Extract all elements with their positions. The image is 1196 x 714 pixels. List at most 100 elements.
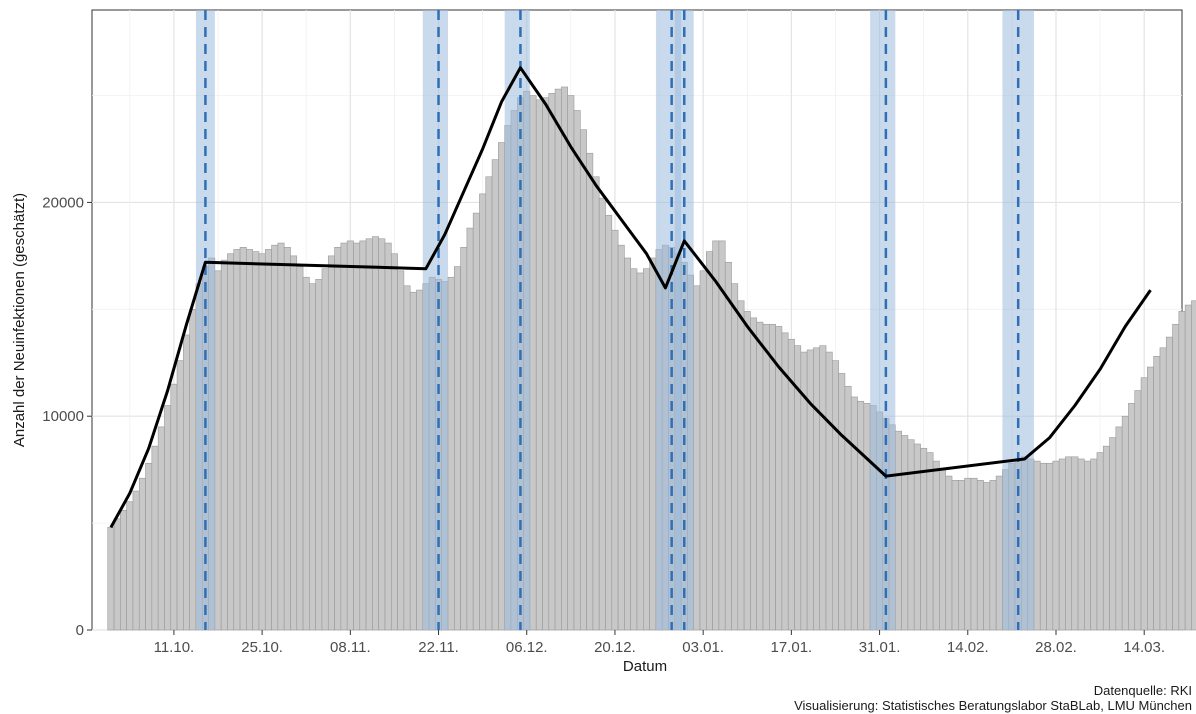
bar (592, 176, 600, 631)
bar (630, 268, 638, 631)
y-tick-label: 20000 (42, 194, 84, 211)
bar (472, 212, 480, 631)
bar (693, 285, 701, 631)
bar (1084, 460, 1091, 631)
bar (220, 259, 228, 631)
bar (390, 253, 398, 631)
bar (939, 469, 947, 631)
bar (290, 255, 298, 631)
bar (769, 323, 776, 631)
breakpoint-band (870, 10, 896, 630)
bar (384, 242, 392, 631)
bar (542, 97, 550, 631)
bar (460, 247, 468, 631)
bar (302, 276, 310, 631)
bar (189, 309, 197, 631)
bar (1102, 445, 1110, 631)
bar (762, 323, 770, 631)
bar (277, 242, 285, 631)
bar (983, 482, 991, 631)
bar (567, 95, 575, 631)
bar (296, 266, 304, 631)
bar (1159, 347, 1167, 631)
bar (775, 326, 783, 631)
bar (926, 452, 934, 631)
bar (252, 251, 260, 631)
x-tick-label: 25.10. (241, 639, 283, 656)
bar (1121, 415, 1129, 631)
bar (340, 242, 348, 631)
bar (932, 460, 940, 631)
bar (1153, 356, 1161, 631)
bar (951, 480, 959, 631)
x-tick-label: 08.11. (330, 639, 371, 656)
x-tick-label: 11.10. (154, 639, 195, 656)
bar (863, 403, 871, 631)
bar (1096, 452, 1104, 631)
x-tick-label: 28.02. (1035, 639, 1077, 656)
x-tick-label: 06.12. (506, 639, 548, 656)
bar (233, 249, 241, 631)
bar (397, 270, 405, 631)
bar (844, 385, 852, 631)
bar (346, 240, 354, 631)
bar (403, 285, 411, 631)
bar (1184, 304, 1192, 631)
breakpoint-lines (204, 10, 1020, 630)
bar (1090, 458, 1098, 631)
bar (1134, 390, 1142, 631)
bar (895, 430, 902, 631)
bar (372, 236, 379, 631)
bar (327, 255, 335, 631)
bar (1165, 336, 1173, 631)
bar (850, 396, 858, 631)
bar (227, 253, 235, 631)
bar (901, 435, 909, 631)
bar (214, 270, 222, 631)
bar (1065, 456, 1073, 631)
breakpoint-band (504, 10, 530, 630)
bar (120, 509, 127, 631)
bar (743, 311, 751, 631)
bar (1191, 300, 1196, 631)
bar (447, 276, 455, 631)
bar (151, 445, 159, 631)
bar (359, 240, 367, 631)
bar (1109, 437, 1117, 631)
bar (548, 93, 556, 631)
x-tick-label: 17.01. (771, 639, 813, 656)
bar (1128, 403, 1136, 631)
bar (756, 321, 764, 631)
bar (1039, 462, 1047, 631)
x-axis-title: Datum (623, 658, 667, 675)
bar (1147, 366, 1154, 631)
bar (491, 159, 499, 631)
bar (643, 268, 650, 631)
bar (529, 95, 537, 631)
y-tick-label: 0 (76, 622, 84, 639)
bar (485, 176, 493, 631)
bar (466, 227, 474, 631)
bar (907, 439, 915, 631)
bar (750, 317, 758, 631)
bar (138, 477, 146, 631)
x-tick-label: 14.03. (1123, 639, 1165, 656)
bar (964, 477, 972, 631)
bar (334, 247, 342, 631)
bar (813, 347, 821, 631)
bar (976, 480, 984, 631)
bar (315, 279, 323, 631)
bar (712, 240, 720, 631)
bar (605, 214, 613, 631)
bar (970, 477, 978, 631)
bar (1172, 323, 1180, 631)
bar (825, 351, 833, 631)
bar (309, 283, 316, 631)
bar (598, 197, 606, 631)
breakpoint-band (422, 10, 448, 630)
bar (416, 289, 424, 631)
caption-source: Datenquelle: RKI (1093, 683, 1192, 698)
bar (1046, 462, 1054, 631)
bar (724, 261, 732, 631)
bar (479, 193, 487, 631)
